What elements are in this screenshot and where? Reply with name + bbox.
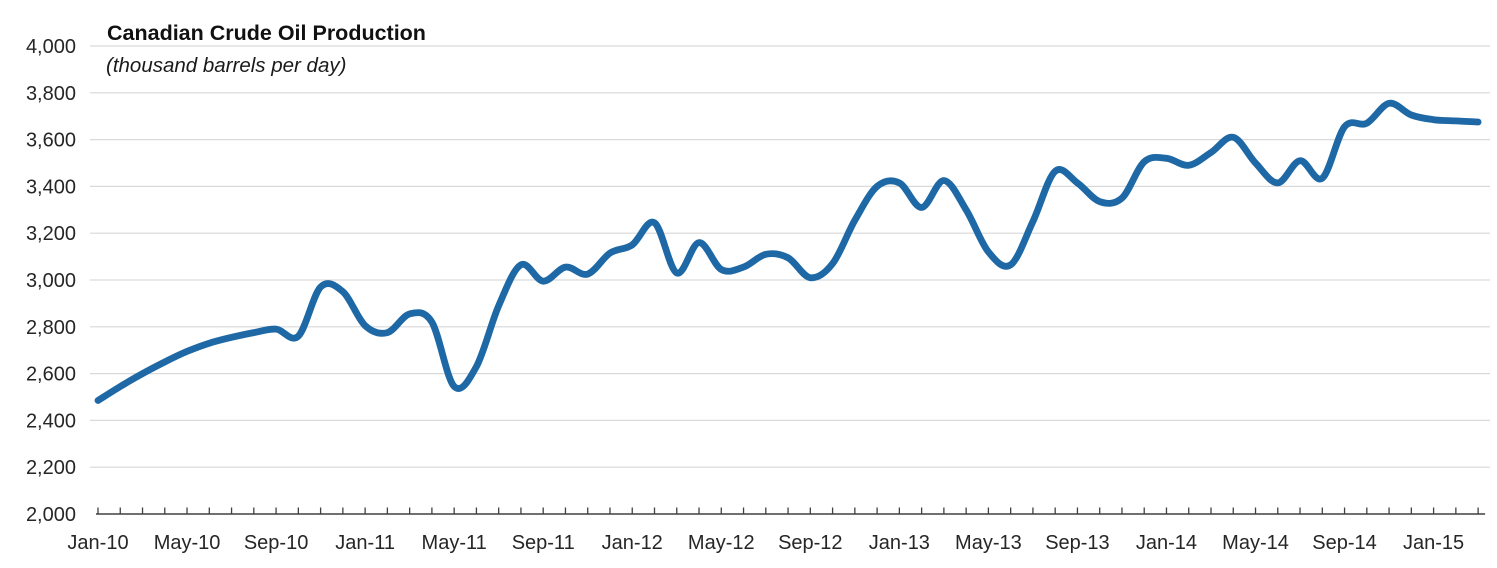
y-tick-label: 2,000 [26,504,76,526]
x-tick-label: Jan-10 [67,532,128,554]
x-tick-label: Sep-12 [778,532,843,554]
y-tick-label: 2,600 [26,364,76,386]
y-tick-label: 3,400 [26,176,76,198]
y-tick-label: 4,000 [26,36,76,58]
x-tick-label: May-11 [422,532,487,554]
x-tick-label: May-10 [154,532,221,554]
x-tick-label: May-12 [688,532,755,554]
x-tick-label: May-13 [955,532,1022,554]
x-tick-label: Jan-15 [1403,532,1464,554]
x-tick-label: Jan-14 [1136,532,1197,554]
y-tick-label: 3,200 [26,223,76,245]
x-tick-label: Sep-11 [512,532,575,554]
x-tick-label: Jan-11 [335,532,395,554]
gridlines [90,45,1490,468]
x-axis-labels: Jan-10 May-10 Sep-10 Jan-11 May-11 Sep-11 Jan-… [67,532,1464,554]
y-axis-labels: 2,000 2,200 2,400 2,600 2,800 3,000 3,200 3,400… [26,36,76,526]
y-tick-label: 3,000 [26,270,76,292]
x-tick-label: Jan-12 [602,532,663,554]
x-tick-label: Sep-13 [1045,532,1110,554]
y-tick-label: 3,600 [26,130,76,152]
x-axis [96,507,1486,515]
x-tick-label: Jan-13 [869,532,930,554]
chart-subtitle: (thousand barrels per day) [106,54,346,77]
chart-title: Canadian Crude Oil Production [107,21,426,45]
x-tick-label: May-14 [1222,532,1289,554]
x-tick-label: Sep-14 [1312,532,1377,554]
y-tick-label: 2,400 [26,410,76,432]
y-tick-label: 3,800 [26,83,76,105]
y-tick-label: 2,200 [26,457,76,479]
production-line [94,99,1482,404]
x-tick-label: Sep-10 [244,532,309,554]
y-tick-label: 2,800 [26,317,76,339]
production-line-series [94,99,1482,404]
